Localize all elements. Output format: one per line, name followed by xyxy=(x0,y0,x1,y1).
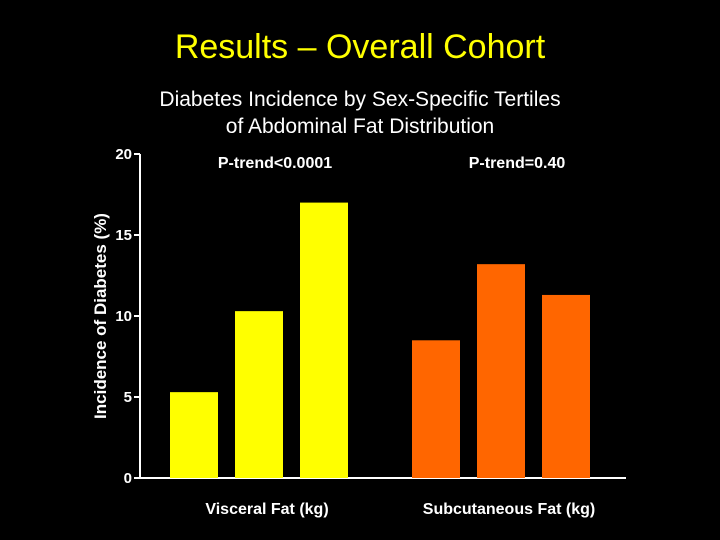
bar xyxy=(477,264,525,478)
bar xyxy=(412,340,460,478)
x-category-label: Visceral Fat (kg) xyxy=(205,501,328,518)
y-tick-label: 0 xyxy=(124,470,132,487)
slide-title: Results – Overall Cohort xyxy=(174,28,546,66)
y-tick-label: 5 xyxy=(124,389,132,406)
subtitle-line-2: of Abdominal Fat Distribution xyxy=(225,115,495,138)
subtitle-line-1: Diabetes Incidence by Sex-Specific Terti… xyxy=(159,88,561,111)
bar xyxy=(170,392,218,478)
y-axis-label: Incidence of Diabetes (%) xyxy=(91,213,110,419)
p-trend-annotation: P-trend<0.0001 xyxy=(218,155,332,172)
y-tick-label: 20 xyxy=(115,146,132,163)
y-tick-label: 10 xyxy=(115,308,132,325)
p-trend-annotation: P-trend=0.40 xyxy=(469,155,566,172)
x-category-label: Subcutaneous Fat (kg) xyxy=(423,501,595,518)
slide-subtitle: Diabetes Incidence by Sex-Specific Terti… xyxy=(0,86,720,140)
bar xyxy=(300,202,348,478)
bar xyxy=(542,294,590,478)
bar xyxy=(235,311,283,478)
y-tick-label: 15 xyxy=(115,227,132,244)
